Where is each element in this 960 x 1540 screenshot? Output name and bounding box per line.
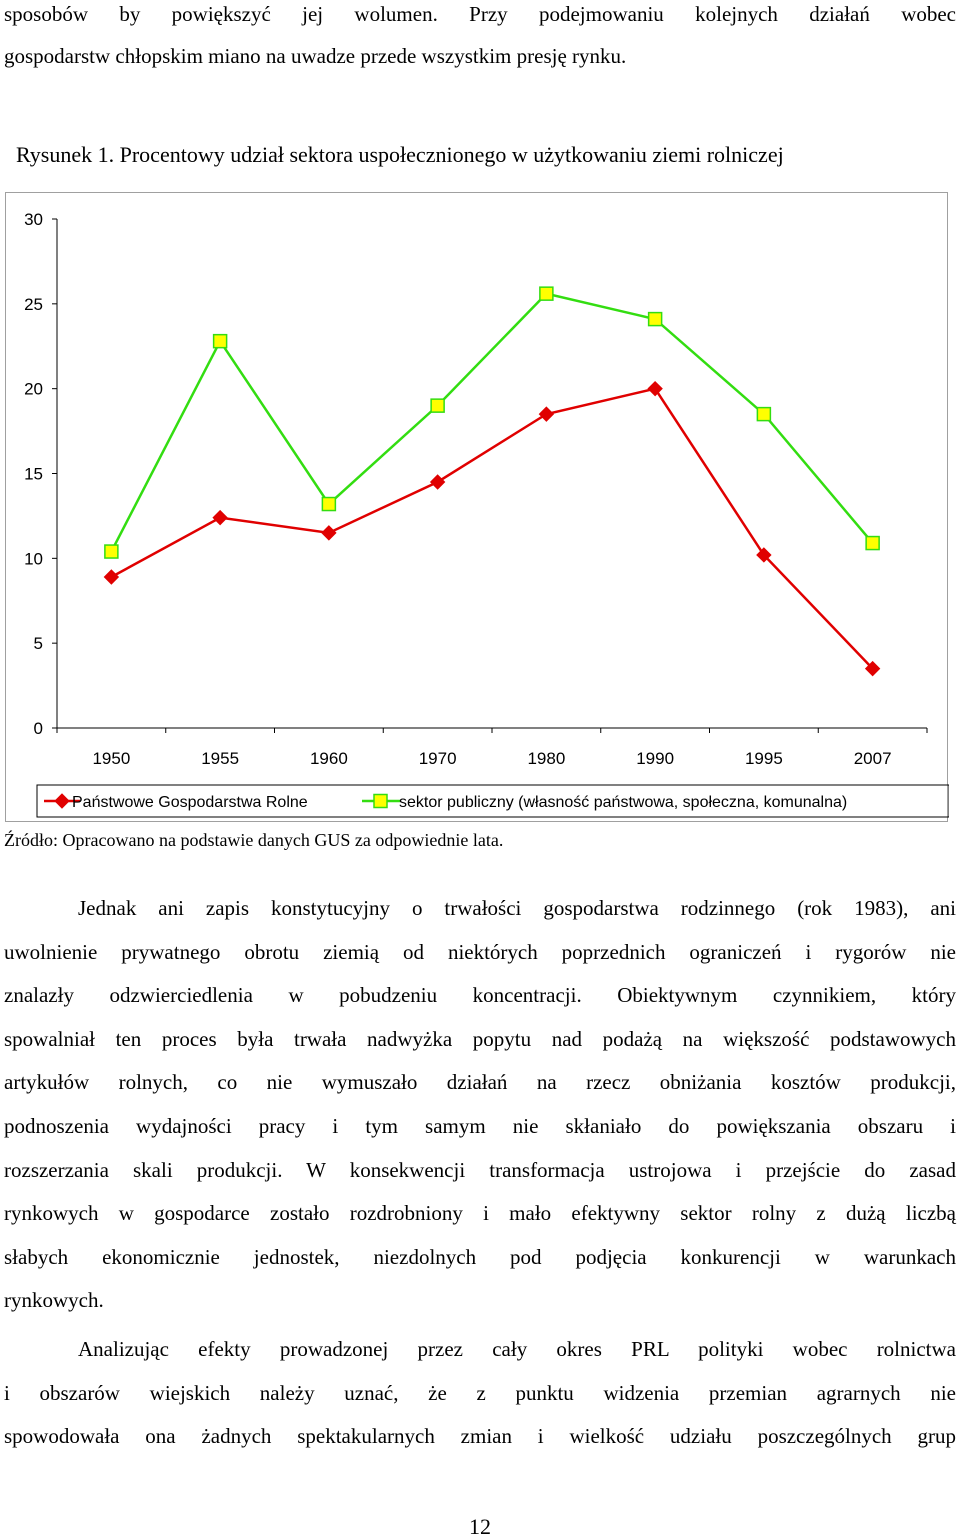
line-chart: 0 5 10 15 20 25 30 1950 1955 1960 1970 1980 1990 1995… bbox=[24, 210, 949, 818]
data-point-square bbox=[539, 286, 554, 301]
y-tick-label: 30 bbox=[24, 210, 43, 229]
paragraph-line: znalazły odzwierciedlenia w pobudzeniu k… bbox=[4, 983, 956, 1008]
data-point-diamond bbox=[103, 569, 120, 585]
y-tick-label: 20 bbox=[24, 380, 43, 399]
y-tick-label: 5 bbox=[34, 634, 43, 653]
paragraph-line: Jednak ani zapis konstytucyjny o trwałoś… bbox=[78, 896, 956, 920]
paragraph-line: artykułów rolnych, co nie wymuszało dzia… bbox=[4, 1070, 956, 1095]
paragraph-line: podnoszenia wydajności pracy i tym samym… bbox=[4, 1114, 956, 1138]
data-point-square bbox=[321, 496, 337, 512]
paragraph-line: uwolnienie prywatnego obrotu ziemią od n… bbox=[4, 939, 956, 964]
chart-frame: 0 5 10 15 20 25 30 1950 1955 1960 1970 1980 1990 1995… bbox=[5, 192, 949, 822]
data-point-square bbox=[212, 333, 228, 349]
page-number: 12 bbox=[469, 1514, 491, 1539]
paragraph-line: rynkowych. bbox=[4, 1288, 104, 1313]
body-text-line: gospodarstw chłopskim miano na uwadze pr… bbox=[4, 44, 627, 68]
legend-label: Państwowe Gospodarstwa Rolne bbox=[72, 794, 308, 811]
y-tick-label: 0 bbox=[34, 719, 43, 738]
y-tick-label: 15 bbox=[24, 465, 43, 484]
y-tick-label: 10 bbox=[24, 549, 43, 568]
data-point-diamond bbox=[538, 406, 555, 422]
data-point-square bbox=[756, 406, 772, 422]
source-note: Źródło: Opracowano na podstawie danych G… bbox=[4, 830, 504, 850]
x-tick-label: 1955 bbox=[201, 749, 239, 768]
x-tick-label: 2007 bbox=[854, 749, 892, 768]
legend-marker-diamond bbox=[54, 793, 70, 809]
data-point-diamond bbox=[647, 380, 663, 397]
paragraph-line: Analizując efekty prowadzonej przez cały… bbox=[78, 1337, 956, 1361]
data-point-diamond bbox=[864, 660, 881, 677]
paragraph-line: i obszarów wiejskich należy uznać, że z … bbox=[4, 1380, 956, 1405]
data-point-square bbox=[104, 544, 119, 559]
legend-marker-square bbox=[373, 793, 388, 809]
x-tick-label: 1990 bbox=[636, 749, 674, 768]
data-point-diamond bbox=[756, 547, 772, 563]
paragraph-line: słabych ekonomicznie jednostek, niezdoln… bbox=[4, 1244, 956, 1269]
paragraph-line: spowodowała ona żadnych spektakularnych … bbox=[4, 1424, 956, 1449]
x-tick-label: 1980 bbox=[527, 749, 565, 768]
data-point-diamond bbox=[321, 525, 337, 541]
series-line bbox=[110, 387, 874, 670]
figure-caption: Rysunek 1. Procentowy udział sektora usp… bbox=[16, 142, 784, 167]
body-text-line: sposobów by powiększyć jej wolumen. Przy… bbox=[4, 2, 956, 26]
paragraph-line: rozszerzania skali produkcji. W konsekwe… bbox=[4, 1157, 956, 1182]
x-tick-label: 1970 bbox=[419, 749, 457, 768]
series-line bbox=[110, 292, 874, 553]
data-point-square bbox=[865, 535, 880, 551]
data-point-square bbox=[430, 398, 445, 413]
legend-box bbox=[36, 784, 949, 818]
data-point-diamond bbox=[429, 474, 446, 490]
paragraph-line: spowalniał ten proces była trwała nadwyż… bbox=[4, 1026, 956, 1051]
x-tick-label: 1950 bbox=[92, 749, 130, 768]
paragraph-line: rynkowych w gospodarce zostało rozdrobni… bbox=[4, 1201, 956, 1226]
x-tick-label: 1960 bbox=[310, 749, 348, 768]
y-tick-label: 25 bbox=[24, 295, 43, 314]
data-point-diamond bbox=[212, 509, 228, 526]
legend-label: sektor publiczny (własność państwowa, sp… bbox=[399, 794, 847, 811]
x-tick-label: 1995 bbox=[745, 749, 783, 768]
data-point-square bbox=[647, 311, 663, 327]
